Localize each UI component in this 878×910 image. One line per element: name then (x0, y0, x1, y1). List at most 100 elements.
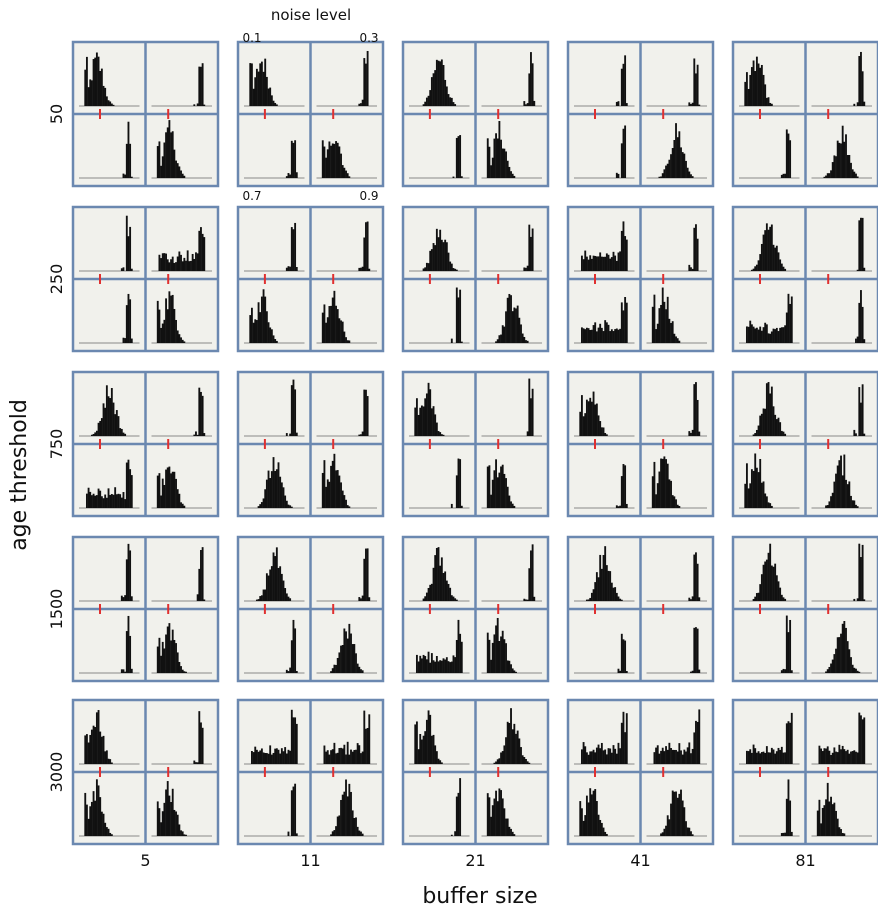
histogram-bar (861, 719, 864, 764)
histogram-bar (676, 137, 679, 178)
histogram-bar (500, 466, 502, 508)
histogram-bar (343, 167, 346, 178)
histogram-bar (170, 640, 172, 673)
histogram-bar (503, 808, 506, 836)
histogram-bar (336, 142, 339, 178)
row-tick-label: 250 (47, 264, 66, 295)
histogram-bar (622, 639, 625, 673)
panel-group-row-250-col-5 (71, 205, 220, 353)
histogram-bar (425, 97, 428, 106)
histogram-bar (102, 403, 105, 436)
histogram-bar (440, 434, 443, 436)
panel-group-row-250-col-41 (566, 205, 715, 353)
histogram-bar (183, 175, 186, 178)
histogram-bar (434, 245, 437, 271)
histogram-bar (262, 752, 265, 764)
histogram-bar (105, 96, 108, 106)
histogram-bar (678, 340, 681, 343)
histogram-bar (759, 67, 762, 106)
histogram-bar (90, 434, 93, 436)
histogram-bar (665, 309, 667, 343)
histogram-bar (784, 325, 787, 343)
panel-group-row-250-col-81 (731, 205, 878, 353)
histogram-bar (252, 322, 255, 343)
histogram-bar (695, 720, 697, 764)
histogram-panel (316, 548, 377, 602)
histogram-bar (361, 266, 364, 271)
histogram-bar (779, 327, 782, 343)
histogram-bar (94, 800, 97, 836)
histogram-bar (838, 827, 841, 836)
histogram-bar (661, 747, 664, 764)
histogram-bar (765, 746, 768, 764)
histogram-bar (287, 266, 290, 271)
histogram-bar (681, 800, 684, 836)
histogram-bar (161, 156, 164, 178)
histogram-bar (260, 61, 263, 106)
histogram-bar (250, 751, 253, 764)
histogram-bar (285, 433, 288, 436)
histogram-bar (429, 250, 432, 271)
histogram-panel (151, 623, 212, 674)
histogram-bar (787, 133, 790, 178)
histogram-panel (574, 633, 635, 674)
histogram-bar (690, 671, 692, 673)
histogram-panel (151, 781, 212, 837)
histogram-bar (430, 653, 433, 673)
histogram-bar (759, 415, 762, 436)
histogram-bar (89, 734, 92, 764)
histogram-bar (457, 297, 460, 343)
histogram-bar (432, 567, 435, 601)
histogram-bar (830, 170, 832, 178)
histogram-bar (330, 465, 332, 508)
histogram-bar (269, 745, 272, 764)
histogram-bar (698, 431, 701, 436)
histogram-bar (87, 487, 90, 508)
histogram-bar (336, 657, 339, 673)
histogram-bar (853, 598, 856, 601)
histogram-bar (830, 796, 832, 836)
histogram-bar (460, 641, 463, 673)
histogram-bar (845, 479, 847, 508)
histogram-bar (782, 668, 785, 673)
histogram-bar (782, 597, 785, 601)
histogram-bar (193, 760, 196, 764)
row-tick-label: 750 (47, 429, 66, 460)
histogram-panel (481, 293, 542, 344)
histogram-bar (117, 416, 120, 436)
histogram-bar (340, 799, 342, 836)
histogram-bar (683, 153, 686, 178)
histogram-bar (589, 788, 592, 836)
histogram-bar (460, 341, 463, 343)
histogram-panel (409, 287, 470, 344)
histogram-bar (100, 736, 103, 764)
histogram-bar (429, 714, 432, 764)
histogram-bar (599, 252, 602, 271)
histogram-bar (595, 572, 598, 601)
histogram-bar (340, 153, 342, 178)
histogram-panel (481, 224, 542, 272)
histogram-bar (366, 548, 369, 601)
histogram-panel (316, 779, 377, 837)
histogram-bar (84, 69, 87, 106)
histogram-bar (338, 318, 341, 343)
histogram-bar (129, 299, 132, 343)
panel-group-row-50-col-21 (401, 40, 550, 188)
histogram-bar (658, 753, 661, 764)
histogram-bar (861, 384, 864, 436)
histogram-bar (620, 230, 623, 271)
histogram-bar (584, 250, 587, 271)
histogram-bar (275, 547, 278, 601)
histogram-bar (503, 639, 506, 673)
histogram-bar (90, 801, 93, 836)
histogram-bar (775, 751, 778, 764)
histogram-bar (488, 797, 491, 836)
histogram-panel (481, 544, 542, 602)
histogram-bar (505, 643, 507, 673)
histogram-bar (688, 264, 691, 271)
histogram-bar (168, 466, 171, 508)
histogram-bar (605, 833, 608, 836)
histogram-bar (533, 100, 536, 106)
histogram-bar (511, 503, 514, 508)
histogram-bar (181, 261, 184, 271)
